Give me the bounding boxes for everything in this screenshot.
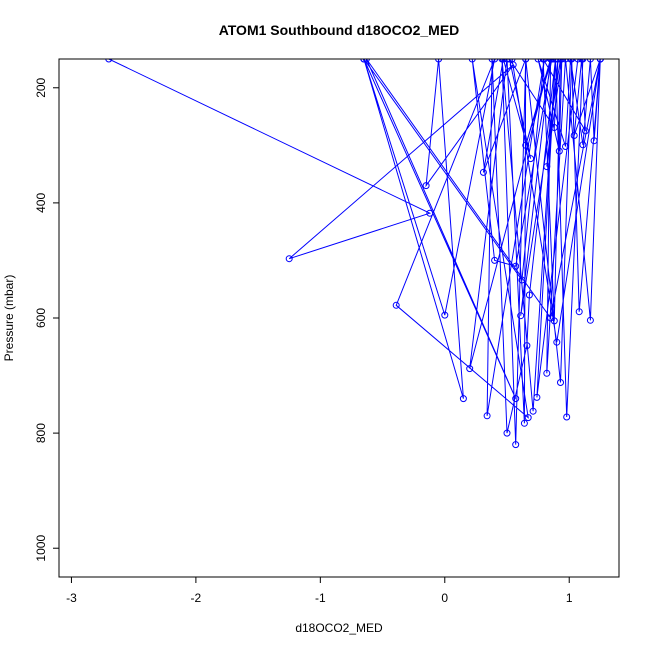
data-point (579, 59, 587, 63)
data-point (523, 342, 531, 350)
data-point (579, 141, 587, 149)
data-point (540, 59, 548, 63)
y-axis-label: Pressure (mbar) (2, 275, 16, 362)
x-tick-label: 0 (441, 591, 448, 605)
data-point (562, 59, 569, 63)
data-point (575, 308, 583, 316)
data-point (590, 137, 598, 145)
data-point (488, 59, 496, 63)
data-point (552, 59, 559, 63)
data-point (568, 59, 576, 63)
data-point (285, 255, 293, 263)
data-point (459, 395, 467, 403)
data-point (549, 59, 557, 63)
x-tick-label: 1 (566, 591, 573, 605)
data-point (517, 312, 525, 320)
data-point (468, 59, 476, 63)
data-point (533, 393, 541, 401)
data-point (522, 59, 530, 63)
data-point (563, 413, 571, 421)
series-layer (105, 59, 604, 449)
data-point (362, 59, 370, 63)
data-point (105, 59, 113, 63)
data-point (581, 127, 589, 135)
data-point (422, 182, 430, 190)
data-point (491, 59, 499, 63)
data-point (586, 59, 594, 63)
data-point (518, 276, 526, 284)
y-tick-label: 400 (34, 193, 48, 213)
data-point (503, 429, 511, 437)
y-tick-label: 200 (34, 77, 48, 97)
data-point (441, 311, 449, 319)
y-tick-label: 1000 (34, 535, 48, 562)
data-point (557, 59, 564, 63)
data-point (392, 301, 400, 309)
data-point (562, 143, 569, 150)
data-point (483, 412, 491, 420)
data-point (534, 59, 542, 63)
data-point (557, 379, 564, 386)
data-point (491, 256, 499, 264)
data-point (527, 155, 535, 163)
data-point (553, 338, 561, 346)
data-point (508, 59, 516, 63)
x-tick-label: -3 (66, 591, 77, 605)
data-point (586, 316, 594, 324)
data-point (554, 59, 562, 63)
data-point (529, 407, 537, 415)
plot-frame (58, 58, 620, 578)
x-axis-label: d18OCO2_MED (295, 621, 383, 635)
data-point (498, 59, 506, 63)
data-point (524, 414, 532, 422)
data-point (512, 395, 520, 403)
data-point (550, 124, 558, 131)
data-point (543, 369, 551, 377)
data-point (525, 291, 533, 299)
data-point (512, 262, 520, 270)
data-point (543, 163, 551, 171)
chart-title: ATOM1 Southbound d18OCO2_MED (219, 22, 460, 38)
data-point (360, 59, 368, 63)
y-tick-label: 800 (34, 423, 48, 443)
data-point (570, 132, 578, 139)
data-point (522, 141, 530, 149)
data-point (506, 59, 513, 63)
data-point (520, 419, 528, 427)
data-point (547, 59, 555, 63)
y-tick-label: 600 (34, 308, 48, 328)
data-point (555, 147, 563, 155)
series-line (108, 59, 601, 445)
data-point (503, 59, 511, 63)
data-point (547, 314, 555, 322)
data-point (479, 168, 487, 176)
x-tick-label: -2 (191, 591, 202, 605)
x-tick-label: -1 (315, 591, 326, 605)
data-point (574, 59, 582, 63)
data-point (435, 59, 443, 63)
data-point (596, 59, 604, 63)
data-point (512, 441, 520, 449)
data-point (466, 365, 474, 373)
data-point (426, 209, 434, 217)
